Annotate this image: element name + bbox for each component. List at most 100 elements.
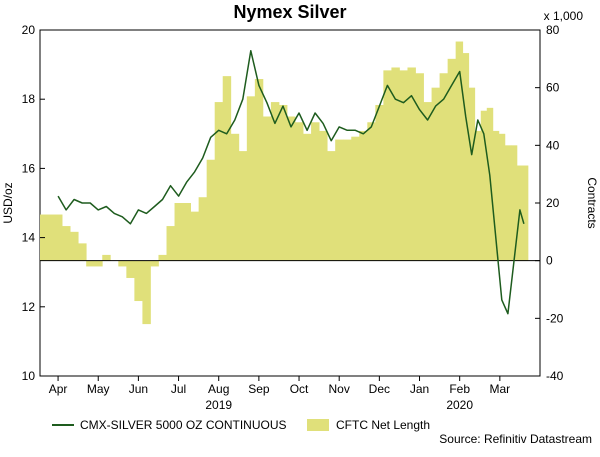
x-tick-label: Aug (208, 382, 229, 396)
left-tick-label: 14 (22, 231, 36, 245)
right-tick-label: 80 (546, 23, 560, 37)
area-segment (262, 116, 272, 261)
right-tick-label: 40 (546, 138, 560, 152)
area-segment (431, 87, 440, 261)
area-segment (174, 203, 183, 261)
legend: CMX-SILVER 5000 OZ CONTINUOUS CFTC Net L… (52, 418, 430, 432)
right-axis-unit-note: x 1,000 (544, 9, 584, 23)
area-segment (468, 87, 476, 261)
x-tick-label: May (87, 382, 110, 396)
legend-area-label: CFTC Net Length (336, 418, 430, 432)
left-tick-label: 12 (22, 300, 36, 314)
source-note: Source: Refinitiv Datastream (439, 432, 592, 446)
x-axis-ticks: Apr May Jun Jul Aug Sep Oct Nov Dec Jan Feb Mar 2019… (49, 376, 510, 412)
right-tick-label: 0 (546, 254, 553, 268)
x-tick-label: Feb (449, 382, 470, 396)
x-tick-label: Dec (369, 382, 390, 396)
area-segment (423, 102, 432, 261)
right-axis-title: Contracts (585, 177, 599, 228)
area-segment (415, 73, 424, 261)
area-segment (351, 136, 360, 261)
left-tick-label: 18 (22, 92, 36, 106)
area-segment (375, 104, 384, 261)
area-segment (303, 133, 312, 261)
area-segment (480, 110, 488, 261)
area-segment (343, 139, 352, 261)
area-segment (278, 104, 288, 261)
chart-title: Nymex Silver (233, 2, 346, 22)
left-tick-label: 16 (22, 161, 36, 175)
area-segment (367, 122, 376, 261)
area-segment (198, 197, 208, 261)
left-tick-label: 20 (22, 23, 36, 37)
right-axis-ticks: -40 -20 0 20 40 60 80 (535, 23, 564, 383)
area-segment (286, 116, 296, 261)
area-segment (230, 133, 240, 261)
area-segment (222, 76, 232, 261)
x-tick-label: Mar (490, 382, 511, 396)
area-segment (391, 67, 400, 261)
area-segment (439, 73, 449, 261)
x-tick-label: Apr (49, 382, 68, 396)
area-segment (474, 130, 482, 261)
legend-area-swatch (307, 419, 329, 431)
area-segment (335, 139, 344, 261)
left-tick-label: 10 (22, 369, 36, 383)
area-segment (134, 260, 143, 302)
area-segment (126, 260, 135, 278)
area-segment (327, 151, 336, 261)
area-segment (504, 145, 512, 261)
area-segment (270, 102, 280, 261)
right-tick-label: -20 (546, 311, 564, 325)
area-segment (238, 151, 248, 261)
area-segment (492, 130, 500, 261)
area-segment (158, 254, 167, 261)
x-tick-label: Oct (290, 382, 309, 396)
right-tick-label: 20 (546, 196, 560, 210)
area-segment (118, 260, 127, 267)
area-segment (246, 96, 256, 261)
x-year-label: 2020 (446, 398, 473, 412)
area-segment (254, 79, 264, 261)
area-segment (94, 260, 103, 267)
area-segment (319, 130, 328, 261)
area-segment (510, 145, 518, 261)
area-segment (62, 226, 71, 261)
area-segment (182, 203, 191, 261)
silver-price-line (57, 50, 525, 315)
area-segment (295, 122, 304, 261)
area-segment (399, 70, 408, 261)
left-axis-title: USD/oz (1, 182, 15, 223)
x-tick-label: Jul (171, 382, 186, 396)
x-year-label: 2019 (205, 398, 232, 412)
right-tick-label: 60 (546, 81, 560, 95)
area-segment (190, 211, 200, 261)
silver-line-group (57, 50, 525, 315)
area-segment (311, 122, 320, 261)
area-segment (142, 260, 151, 325)
area-segment (86, 260, 95, 267)
x-tick-label: Sep (248, 382, 270, 396)
legend-line-label: CMX-SILVER 5000 OZ CONTINUOUS (80, 418, 286, 432)
x-tick-label: Jun (129, 382, 148, 396)
left-axis-ticks: 10 12 14 16 18 20 (22, 23, 45, 383)
cftc-area-group (40, 41, 529, 325)
area-segment (70, 231, 79, 261)
area-segment (498, 133, 506, 261)
area-segment (150, 260, 159, 267)
area-segment (166, 226, 175, 261)
area-segment (359, 130, 368, 261)
area-segment (383, 70, 392, 261)
area-segment (78, 243, 87, 261)
right-tick-label: -40 (546, 369, 564, 383)
area-segment (214, 102, 224, 261)
area-segment (407, 67, 416, 261)
x-tick-label: Nov (329, 382, 350, 396)
area-segment (206, 159, 216, 261)
area-segment (521, 165, 529, 261)
area-segment (102, 254, 111, 261)
x-tick-label: Jan (410, 382, 429, 396)
area-segment (40, 214, 63, 261)
area-segment (455, 41, 464, 261)
